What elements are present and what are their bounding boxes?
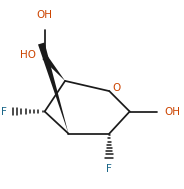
Text: F: F xyxy=(106,164,112,174)
Text: HO: HO xyxy=(20,50,36,60)
Polygon shape xyxy=(42,55,65,81)
Text: F: F xyxy=(1,107,7,116)
Text: OH: OH xyxy=(37,10,53,20)
Text: OH: OH xyxy=(164,107,181,116)
Text: O: O xyxy=(112,83,120,93)
Polygon shape xyxy=(38,43,68,134)
